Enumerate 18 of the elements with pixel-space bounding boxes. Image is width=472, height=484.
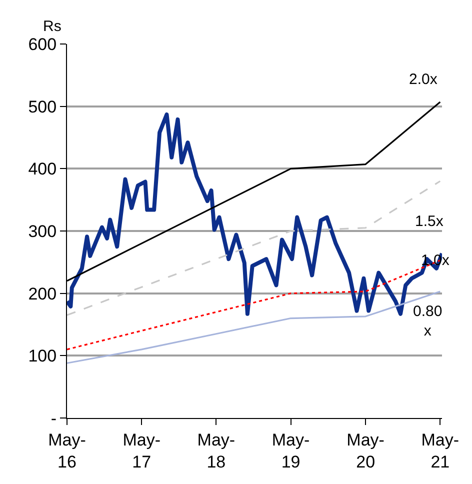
x-tick-label: May- 18 bbox=[197, 430, 236, 472]
y-tick-label: 400 bbox=[28, 160, 57, 179]
y-tick-label: 100 bbox=[28, 346, 57, 366]
series-label: 2.0x bbox=[409, 71, 438, 88]
x-tick-label: May- 20 bbox=[346, 430, 384, 472]
x-tick-label: May- 21 bbox=[421, 430, 460, 472]
x-tick-label: May- 16 bbox=[48, 430, 86, 472]
x-tick-label: May- 17 bbox=[122, 430, 160, 472]
series-label: 0.80 x bbox=[413, 303, 442, 340]
y-tick-label: - bbox=[50, 408, 57, 428]
line-series bbox=[67, 290, 441, 364]
x-tick-label: May- 19 bbox=[272, 430, 310, 472]
y-tick-label: 600 bbox=[28, 34, 57, 54]
y-axis-title: Rs bbox=[43, 18, 62, 35]
y-tick-label: 500 bbox=[28, 97, 57, 116]
y-tick-label: 300 bbox=[28, 222, 57, 241]
series-label: 1.5x bbox=[415, 213, 444, 230]
y-tick-label: 200 bbox=[28, 284, 57, 304]
